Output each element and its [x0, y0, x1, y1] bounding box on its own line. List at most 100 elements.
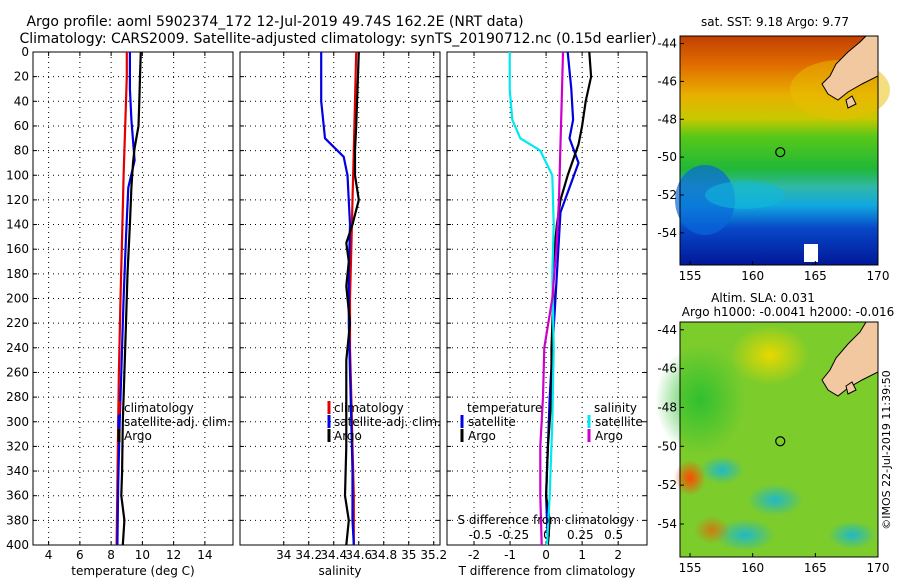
depth-tick-label: 260 — [6, 365, 29, 379]
x-tick-label: 34 — [276, 548, 291, 562]
depth-tick-label: 320 — [6, 439, 29, 453]
sla-green-patch — [655, 345, 745, 455]
x-tick-label: 12 — [166, 548, 181, 562]
map-lon-label: 155 — [679, 561, 702, 575]
legend-label-climatology: climatology — [124, 401, 194, 415]
depth-tick-label: 240 — [6, 341, 29, 355]
legend-label-t-satellite: satellite — [468, 415, 516, 429]
x-tick-label: 34.6 — [345, 548, 372, 562]
sla-map: -44 -46 -48 -50 -52 -54 155 160 165 170 — [655, 321, 889, 575]
depth-axis: 0 20 40 60 80 100 120 140 160 180 200 220 240 260 280 3… — [6, 45, 29, 552]
temperature-xlabel: temperature (deg C) — [71, 564, 194, 578]
map-lon-label: 170 — [867, 269, 890, 283]
map-lat-label: -54 — [657, 517, 677, 531]
x-tick-label: 0 — [542, 548, 550, 562]
sla-cool-patch — [715, 519, 775, 551]
map-lat-label: -50 — [657, 150, 677, 164]
map-lat-label: -52 — [657, 188, 677, 202]
sst-map-axes: -44 -46 -48 -50 -52 -54 155 160 165 170 — [657, 37, 889, 283]
x-tick-label: 34.8 — [370, 548, 397, 562]
map-lon-label: 160 — [741, 269, 764, 283]
sla-cool-patch — [828, 521, 876, 549]
s-difference-label: S difference from climatology — [458, 513, 635, 527]
map-lon-label: 160 — [741, 561, 764, 575]
series-line-satellite-adj-clim- — [116, 52, 136, 546]
legend-label-argo: Argo — [334, 429, 362, 443]
sla-cool-patch — [747, 484, 803, 516]
sst-map: -44 -46 -48 -50 -52 -54 155 160 165 170 — [657, 35, 890, 283]
x-tick-label: -1 — [504, 548, 516, 562]
depth-tick-label: 0 — [21, 45, 29, 59]
map-lon-label: 155 — [679, 269, 702, 283]
s-tick-label: 0.5 — [604, 528, 623, 542]
depth-tick-label: 140 — [6, 218, 29, 232]
depth-tick-label: 300 — [6, 415, 29, 429]
sst-land-island — [845, 95, 857, 109]
s-tick-label: -0.25 — [498, 528, 529, 542]
header-title: Argo profile: aoml 5902374_172 12-Jul-20… — [26, 14, 523, 30]
sla-cool-patch — [700, 456, 744, 484]
sla-land-new-zealand — [821, 321, 879, 397]
map-lon-label: 165 — [804, 269, 827, 283]
sst-missing-data — [804, 244, 818, 262]
depth-tick-label: 160 — [6, 242, 29, 256]
sla-yellow-patch — [730, 325, 810, 385]
map-lat-label: -44 — [657, 323, 677, 337]
depth-tick-label: 380 — [6, 513, 29, 527]
sst-land-new-zealand — [821, 35, 879, 101]
depth-tick-label: 180 — [6, 267, 29, 281]
depth-tick-label: 200 — [6, 292, 29, 306]
map-lat-label: -48 — [657, 400, 677, 414]
legend-title-salinity: salinity — [594, 401, 637, 415]
depth-tick-label: 20 — [14, 70, 29, 84]
sla-warm-patch — [694, 516, 730, 544]
depth-tick-label: 340 — [6, 464, 29, 478]
legend-label-argo: Argo — [124, 429, 152, 443]
map-lat-label: -46 — [657, 362, 677, 376]
sst-map-frame — [679, 35, 879, 266]
legend-label-s-argo: Argo — [595, 429, 623, 443]
argo-float-marker — [775, 436, 786, 447]
salinity-legend: climatology satellite-adj. clim. Argo — [327, 401, 441, 443]
sla-land-island — [845, 381, 857, 395]
map-lat-label: -44 — [657, 37, 677, 51]
sla-map-subtitle: Argo h1000: -0.0041 h2000: -0.016 — [682, 305, 895, 319]
sla-map-frame — [679, 321, 879, 558]
series-line-s-argo — [539, 51, 565, 546]
x-tick-label: -2 — [468, 548, 480, 562]
map-lat-label: -46 — [657, 74, 677, 88]
series-line-argo — [343, 51, 360, 546]
x-tick-label: 1 — [578, 548, 586, 562]
map-lat-label: -50 — [657, 439, 677, 453]
legend-label-t-argo: Argo — [468, 429, 496, 443]
series-line-t-argo — [544, 51, 593, 546]
x-tick-label: 6 — [76, 548, 84, 562]
difference-xlabel: T difference from climatology — [458, 564, 636, 578]
x-tick-label: 35.2 — [420, 548, 447, 562]
legend-title-temperature: temperature — [467, 401, 542, 415]
map-lat-label: -52 — [657, 478, 677, 492]
sst-map-title: sat. SST: 9.18 Argo: 9.77 — [701, 15, 849, 29]
salinity-xlabel: salinity — [318, 564, 361, 578]
map-lat-label: -48 — [657, 112, 677, 126]
sst-cold-patch — [675, 165, 735, 235]
sla-map-axes: -44 -46 -48 -50 -52 -54 155 160 165 170 — [657, 323, 889, 575]
map-lon-label: 165 — [804, 561, 827, 575]
s-tick-label: -0.5 — [469, 528, 492, 542]
s-tick-label: 0.25 — [567, 528, 594, 542]
series-line-s-satellite — [508, 52, 555, 546]
x-tick-label: 4 — [45, 548, 53, 562]
temperature-legend: climatology satellite-adj. clim. Argo — [117, 401, 231, 443]
sla-map-title: Altim. SLA: 0.031 — [711, 291, 815, 305]
x-tick-label: 34.2 — [295, 548, 322, 562]
depth-tick-label: 280 — [6, 390, 29, 404]
depth-tick-label: 60 — [14, 119, 29, 133]
x-tick-layer: 4 6 8 10 12 14 34 34.234.434.634.8 35 35.2 -2 -1 0 1 2… — [45, 528, 623, 562]
series-line-argo — [120, 51, 142, 546]
depth-tick-label: 100 — [6, 168, 29, 182]
depth-tick-label: 400 — [6, 538, 29, 552]
watermark: ©IMOS 22-Jul-2019 11:39:50 — [880, 370, 893, 530]
depth-tick-label: 220 — [6, 316, 29, 330]
series-line-satellite-adj-clim- — [320, 52, 355, 546]
